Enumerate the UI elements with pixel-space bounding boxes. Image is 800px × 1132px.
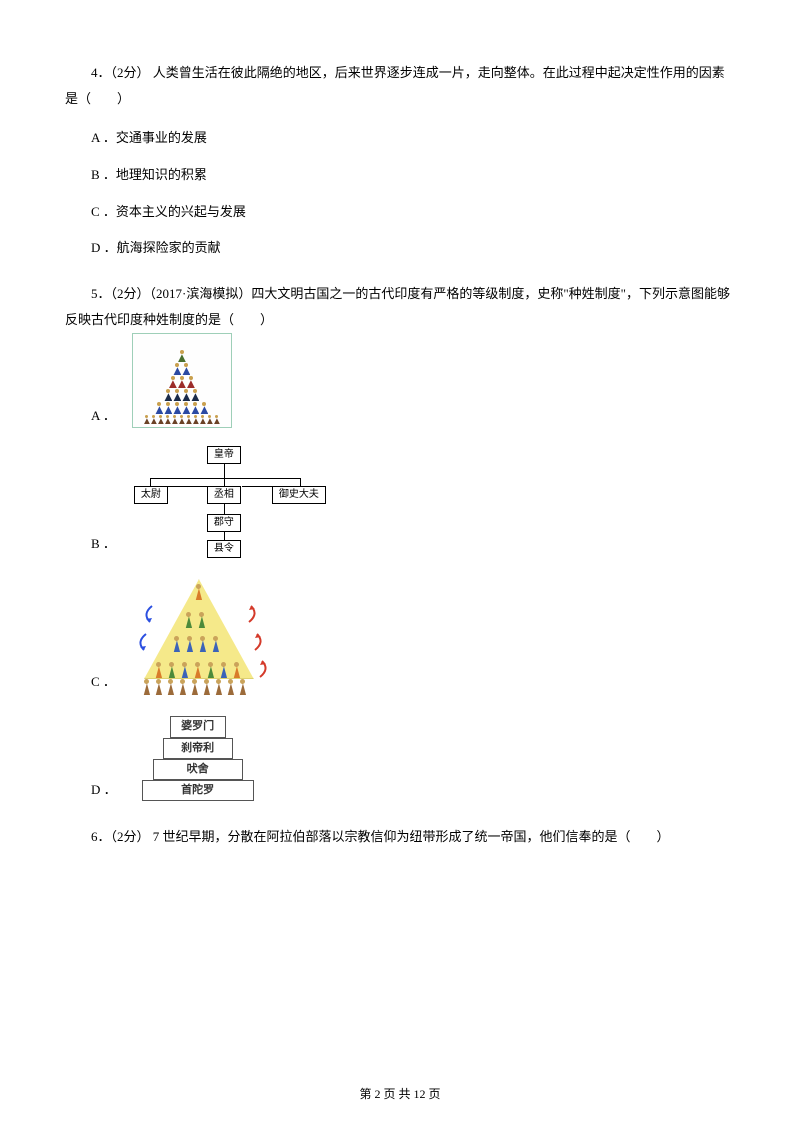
diagram-a-pyramid [132,333,232,428]
diagram-d-caste: 婆罗门 刹帝利 吠舍 首陀罗 [133,712,263,802]
footer-mid: 页 共 [380,1087,413,1101]
footer-suffix: 页 [426,1087,441,1101]
question-5: 5．（2分）（2017·滨海模拟）四大文明古国之一的古代印度有严格的等级制度，史… [65,281,735,802]
q6-points: （2分） [111,829,150,844]
footer-prefix: 第 [359,1087,374,1101]
q5-option-c[interactable]: C ． [65,574,735,694]
q5-opt-b-letter: B ． [65,533,116,556]
orgchart-node-taiwei: 太尉 [134,486,168,504]
question-4: 4．（2分） 人类曾生活在彼此隔绝的地区，后来世界逐步连成一片，走向整体。在此过… [65,60,735,259]
q5-option-b[interactable]: B ． 皇帝 太尉 丞相 御史大夫 郡守 县令 [65,446,735,556]
caste-vaishya: 吠舍 [153,759,243,780]
q4-text: 人类曾生活在彼此隔绝的地区，后来世界逐步连成一片，走向整体。在此过程中起决定性作… [65,65,725,106]
q5-source: （2017·滨海模拟） [150,286,252,301]
q6-stem: 6．（2分） 7 世纪早期，分散在阿拉伯部落以宗教信仰为纽带形成了统一帝国，他们… [65,824,735,850]
q4-option-d[interactable]: D ．航海探险家的贡献 [65,238,735,259]
diagram-c-triangle [132,574,267,694]
orgchart-node-chengxiang: 丞相 [207,486,241,504]
q6-number: 6． [91,829,111,844]
orgchart-node-xianling: 县令 [207,540,241,558]
orgchart-node-yushi: 御史大夫 [272,486,326,504]
question-6: 6．（2分） 7 世纪早期，分散在阿拉伯部落以宗教信仰为纽带形成了统一帝国，他们… [65,824,735,850]
q5-option-d[interactable]: D ． 婆罗门 刹帝利 吠舍 首陀罗 [65,712,735,802]
diagram-b-orgchart: 皇帝 太尉 丞相 御史大夫 郡守 县令 [132,446,322,556]
q6-text: 7 世纪早期，分散在阿拉伯部落以宗教信仰为纽带形成了统一帝国，他们信奉的是（ ） [150,829,670,844]
orgchart-node-emperor: 皇帝 [207,446,241,464]
q5-points: （2分） [111,286,150,301]
q4-option-a[interactable]: A ．交通事业的发展 [65,128,735,149]
q4-points: （2分） [111,65,150,80]
q4-option-c[interactable]: C ．资本主义的兴起与发展 [65,202,735,223]
orgchart-node-junshou: 郡守 [207,514,241,532]
q4-number: 4． [91,65,111,80]
q5-opt-a-letter: A ． [65,405,116,428]
q5-stem: 5．（2分）（2017·滨海模拟）四大文明古国之一的古代印度有严格的等级制度，史… [65,281,735,333]
q4-stem: 4．（2分） 人类曾生活在彼此隔绝的地区，后来世界逐步连成一片，走向整体。在此过… [65,60,735,112]
q5-option-a[interactable]: A ． [65,333,735,428]
q5-number: 5． [91,286,111,301]
footer-total-pages: 12 [414,1087,426,1101]
caste-kshatriya: 刹帝利 [163,738,233,759]
page-footer: 第 2 页 共 12 页 [0,1085,800,1102]
q5-opt-c-letter: C ． [65,671,116,694]
q5-opt-d-letter: D ． [65,779,117,802]
caste-brahmin: 婆罗门 [170,716,226,737]
q4-option-b[interactable]: B ．地理知识的积累 [65,165,735,186]
caste-shudra: 首陀罗 [142,780,254,801]
